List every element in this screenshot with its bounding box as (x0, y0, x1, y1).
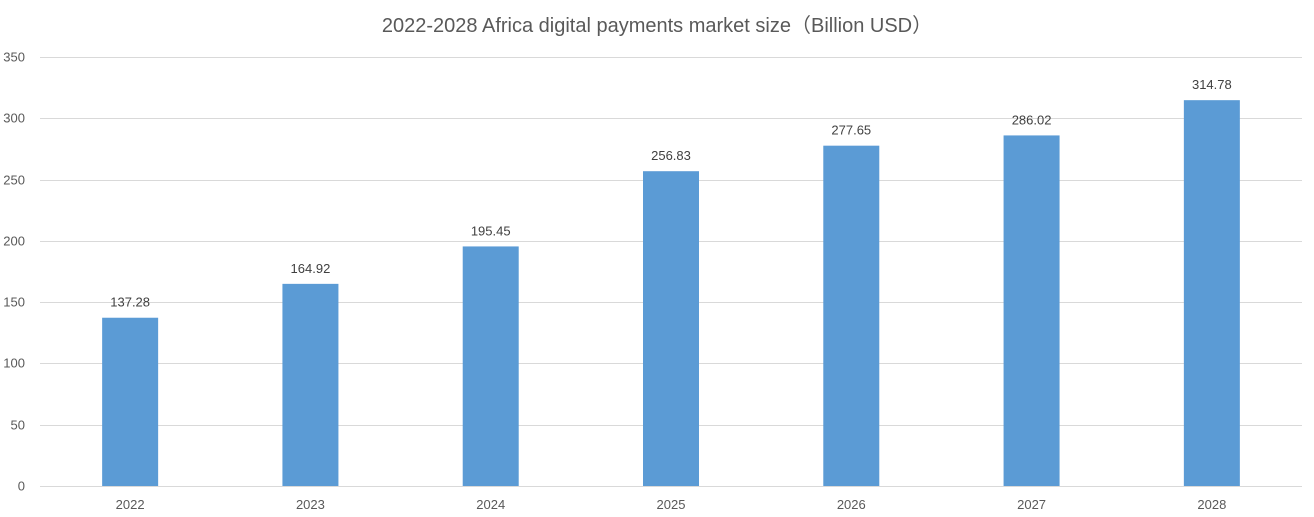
bar-2025 (643, 171, 699, 486)
data-label: 164.92 (291, 261, 331, 276)
data-label: 195.45 (471, 223, 511, 238)
y-tick-label: 50 (11, 418, 25, 433)
y-tick-label: 0 (18, 479, 25, 494)
data-label: 277.65 (831, 123, 871, 138)
y-tick-label: 350 (3, 50, 25, 65)
bar-2028 (1183, 100, 1240, 487)
chart-title: 2022-2028 Africa digital payments market… (381, 15, 933, 37)
y-axis: 0 50 100 150 200 250 300 350 (3, 50, 25, 494)
x-tick-label: 2025 (657, 497, 686, 512)
y-tick-label: 150 (3, 295, 25, 310)
bar-2024 (462, 246, 519, 486)
bar-2022 (102, 317, 159, 486)
data-label: 256.83 (651, 148, 691, 163)
x-tick-label: 2026 (837, 497, 866, 512)
data-label: 314.78 (1192, 77, 1232, 92)
x-tick-label: 2023 (296, 497, 325, 512)
bar-2026 (823, 145, 880, 487)
x-tick-label: 2028 (1197, 497, 1226, 512)
x-tick-label: 2022 (116, 497, 145, 512)
x-axis: 2022 2023 2024 2025 2026 2027 2028 (116, 497, 1227, 512)
y-tick-label: 100 (3, 356, 25, 371)
bar-2023 (282, 283, 339, 486)
x-tick-label: 2027 (1017, 497, 1046, 512)
bars (102, 100, 1240, 487)
data-label: 286.02 (1012, 112, 1052, 127)
x-tick-label: 2024 (476, 497, 505, 512)
y-tick-label: 250 (3, 173, 25, 188)
y-tick-label: 200 (3, 234, 25, 249)
y-tick-label: 300 (3, 111, 25, 126)
data-label: 137.28 (110, 295, 150, 310)
bar-2027 (1003, 135, 1060, 486)
data-labels: 137.28 164.92 195.45 256.83 277.65 286.02 314.… (110, 77, 1231, 310)
